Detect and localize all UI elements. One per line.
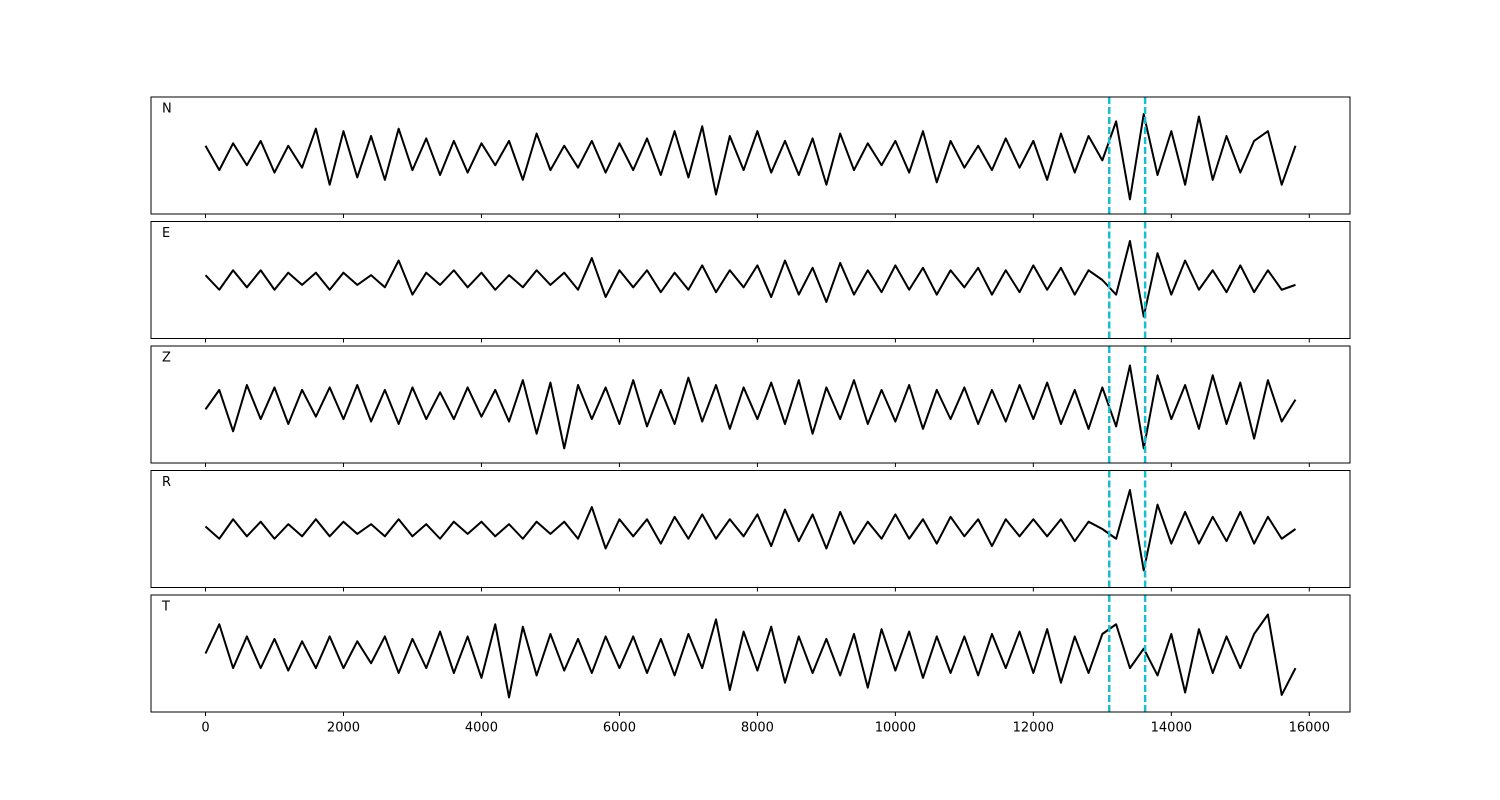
x-tick-label: 16000 [1289,721,1330,736]
panel-label: N [162,102,172,117]
axes-frame [150,345,1351,464]
x-tick-label: 8000 [741,721,774,736]
x-tick-label: 10000 [875,721,916,736]
panel-label: R [162,475,171,490]
x-tick-label: 12000 [1013,721,1054,736]
x-tick-label: 4000 [465,721,498,736]
axes-frame [150,96,1351,215]
trace [204,113,1297,201]
x-tick-label: 14000 [1151,721,1192,736]
axes-frame [150,470,1351,588]
x-tick-label: 6000 [603,721,636,736]
x-tick-label: 0 [201,721,209,736]
axes-frame [150,221,1351,339]
x-tick-label: 2000 [327,721,360,736]
trace [204,489,1297,572]
trace [204,613,1297,699]
panel-label: T [161,600,170,615]
panel-label: Z [162,351,171,366]
axes-frame [150,594,1351,713]
trace [204,240,1296,318]
trace [204,364,1297,450]
panel-label: E [162,226,170,241]
